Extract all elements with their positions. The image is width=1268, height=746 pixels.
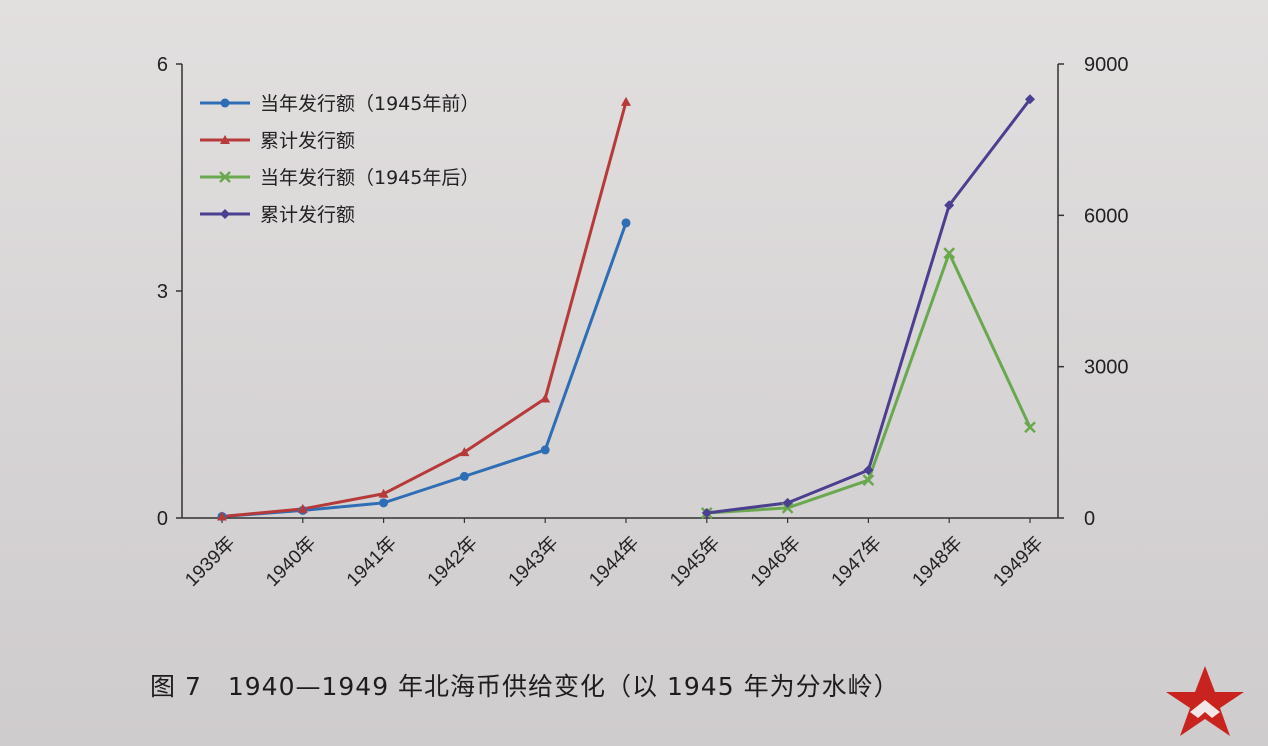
data-point: [1025, 94, 1035, 105]
data-point: [621, 96, 631, 106]
data-point: [217, 511, 227, 521]
y-tick-label-right: 3000: [1084, 357, 1129, 379]
chart: 0 3 6 0 3000 6000 9000 1939年 1940年 1941年 1942年 1943…: [157, 54, 1129, 591]
x-tick-label: 1944年: [585, 532, 644, 591]
x-tick-label: 1941年: [342, 532, 401, 591]
x-tick-label: 1946年: [746, 532, 805, 591]
data-point: [220, 209, 230, 219]
series-line-3: [706, 98, 1032, 515]
data-point: [781, 502, 794, 514]
legend-label: 当年发行额（1945年后）: [260, 167, 479, 189]
x-tick-label: 1947年: [827, 532, 886, 591]
y-tick-label-left: 6: [157, 54, 168, 76]
x-tick-label: 1942年: [423, 532, 482, 591]
legend-label: 当年发行额（1945年前）: [260, 93, 479, 115]
y-tick-label-left: 3: [157, 281, 168, 303]
x-tick-label: 1940年: [261, 532, 320, 591]
series-line-1: [221, 101, 628, 518]
data-point: [621, 218, 631, 228]
legend-item-0: 当年发行额（1945年前）: [200, 93, 479, 115]
x-tick-label: 1945年: [665, 532, 724, 591]
legend-label: 累计发行额: [260, 130, 355, 152]
data-point: [220, 98, 230, 108]
y-tick-label-right: 0: [1084, 508, 1095, 530]
data-point: [459, 471, 469, 481]
data-point: [782, 497, 793, 508]
data-point: [297, 503, 308, 513]
data-point: [220, 135, 230, 144]
data-point: [379, 498, 389, 508]
data-point: [943, 247, 956, 260]
data-point: [378, 488, 389, 498]
y-tick-label-right: 6000: [1084, 205, 1129, 227]
data-point: [219, 171, 231, 183]
data-point: [459, 447, 470, 457]
legend-item-3: 累计发行额: [200, 204, 355, 226]
legend-item-2: 当年发行额（1945年后）: [200, 167, 479, 189]
legend-item-1: 累计发行额: [200, 130, 355, 152]
x-tick-label: 1948年: [908, 532, 967, 591]
series-markers: [217, 94, 1036, 521]
data-point: [540, 393, 551, 403]
x-tick-label: 1939年: [181, 532, 240, 591]
data-point: [540, 445, 550, 455]
y-tick-label-left: 0: [157, 508, 168, 530]
x-tick-label: 1949年: [989, 532, 1048, 591]
x-tick-label: 1943年: [504, 532, 563, 591]
star-logo-icon: [1166, 666, 1244, 736]
y-tick-label-right: 9000: [1084, 54, 1129, 76]
data-point: [863, 465, 874, 476]
data-point: [862, 474, 875, 487]
data-point: [944, 200, 955, 211]
legend-label: 累计发行额: [260, 204, 355, 226]
data-point: [701, 507, 712, 518]
figure-caption: 图 7 1940—1949 年北海币供给变化（以 1945 年为分水岭）: [150, 672, 900, 701]
data-point: [1024, 421, 1036, 434]
series-lines: [221, 98, 1032, 518]
